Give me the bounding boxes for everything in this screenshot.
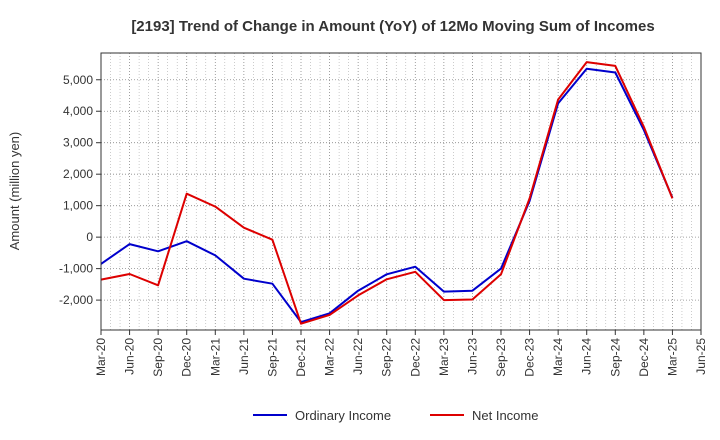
y-tick-label: 0 [86, 230, 93, 244]
series-line-ordinary-income [100, 67, 674, 324]
y-tick-label: 1,000 [63, 199, 93, 213]
x-tick-label: Jun-20 [123, 338, 137, 375]
y-tick-label: -2,000 [59, 293, 93, 307]
y-tick-label: 5,000 [63, 73, 93, 87]
x-tick-label: Dec-23 [523, 338, 537, 377]
x-tick-label: Dec-24 [637, 338, 651, 377]
x-tick-label: Jun-25 [694, 338, 708, 375]
x-tick-label: Jun-23 [465, 338, 479, 375]
y-tick-label: 2,000 [63, 167, 93, 181]
legend: Ordinary Income Net Income [253, 408, 538, 423]
x-tick-label: Mar-20 [94, 338, 108, 376]
x-tick-label: Mar-22 [323, 338, 337, 376]
x-tick-label: Dec-20 [180, 338, 194, 377]
x-tick-label: Jun-24 [580, 338, 594, 375]
x-tick-label: Sep-22 [380, 338, 394, 377]
legend-label: Ordinary Income [295, 408, 391, 423]
legend-label: Net Income [472, 408, 538, 423]
x-tick-label: Sep-20 [151, 338, 165, 377]
y-axis-label: Amount (million yen) [7, 132, 22, 251]
y-tick-label: -1,000 [59, 262, 93, 276]
x-tick-label: Mar-21 [208, 338, 222, 376]
x-tick-label: Jun-22 [351, 338, 365, 375]
x-tick-label: Sep-23 [494, 338, 508, 377]
plot-lines [100, 61, 674, 325]
x-tick-label: Dec-22 [408, 338, 422, 377]
y-tick-label: 4,000 [63, 104, 93, 118]
x-tick-label: Mar-24 [551, 338, 565, 376]
x-tick-label: Jun-21 [237, 338, 251, 375]
y-tick-label: 3,000 [63, 136, 93, 150]
x-tick-label: Sep-21 [265, 338, 279, 377]
grid [100, 53, 702, 330]
x-axis: Mar-20 Jun-20 Sep-20 Dec-20 Mar-21 Jun-21 Sep-… [94, 330, 708, 377]
x-tick-label: Mar-25 [665, 338, 679, 376]
series-line-net-income [100, 61, 674, 325]
x-tick-label: Sep-24 [608, 338, 622, 377]
plot-frame [100, 52, 702, 331]
chart-title: [2193] Trend of Change in Amount (YoY) o… [131, 18, 654, 35]
x-tick-label: Dec-21 [294, 338, 308, 377]
x-tick-label: Mar-23 [437, 338, 451, 376]
y-axis: -2,000 -1,000 0 1,000 2,000 3,000 4,000 5,000 [59, 73, 101, 307]
